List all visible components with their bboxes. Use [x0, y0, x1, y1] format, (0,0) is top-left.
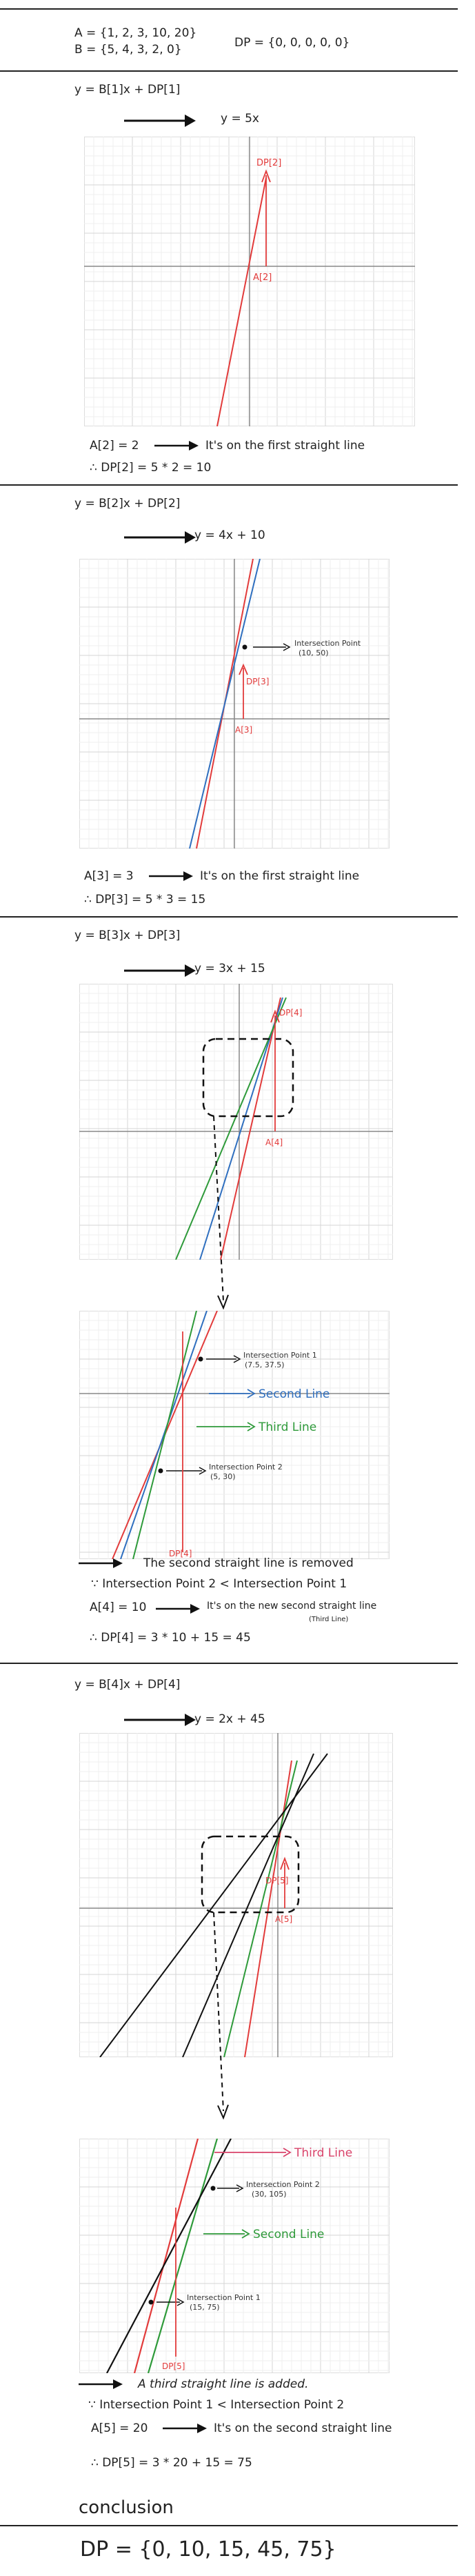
step3-second-line-label: Second Line: [259, 1387, 330, 1401]
step2-line-equation: y = 4x + 10: [194, 528, 265, 542]
step4-line-4: [99, 1753, 328, 2057]
step2-a-label: A[3]: [235, 725, 252, 735]
step4-added-arrow: [79, 2379, 123, 2389]
step3-dp-label: DP[4]: [279, 1008, 302, 1018]
section-rule: [0, 916, 458, 918]
step4-zoom-box: [201, 1835, 300, 1914]
step4-ip1-label: Intersection Point 1: [187, 2293, 261, 2302]
step2-intersection-label: Intersection Point: [294, 639, 361, 648]
step4-ip1-coords: (15, 75): [190, 2303, 220, 2312]
dp-initial: DP = {0, 0, 0, 0, 0}: [234, 36, 350, 50]
step4-zoom-graph: Intersection Point 2 (30, 105) Intersect…: [79, 2139, 390, 2373]
section-rule: [0, 484, 458, 486]
array-b-definition: B = {5, 4, 3, 2, 0}: [74, 43, 182, 57]
conclusion-rule: [0, 2525, 458, 2526]
step2-note-b: It's on the first straight line: [200, 869, 360, 883]
step1-a-label: A[2]: [253, 273, 272, 283]
step3-ip2-label: Intersection Point 2: [209, 1463, 283, 1472]
step3-zoom-graph: Intersection Point 1 (7.5, 37.5) Interse…: [79, 1311, 390, 1559]
step3-ip1-label: Intersection Point 1: [243, 1351, 317, 1360]
step1-note-b: It's on the first straight line: [205, 439, 365, 453]
step3-note-c: (Third Line): [309, 1616, 349, 1623]
step4-zoom-connector: [213, 1912, 229, 2120]
step2-line-2: [189, 559, 261, 849]
step3-line-3: [175, 997, 287, 1260]
step4-ip2-label: Intersection Point 2: [246, 2180, 320, 2189]
step4-a-label: A[5]: [275, 1914, 292, 1924]
step3-removed-arrow: [79, 1558, 123, 1568]
step2-graph: Intersection Point (10, 50) DP[3] A[3]: [79, 559, 390, 849]
step4-line-equation: y = 2x + 45: [194, 1712, 265, 1726]
step4-note-a: A[5] = 20: [91, 2421, 148, 2435]
step4-third-line-label: Third Line: [294, 2146, 352, 2160]
step4-zoom-line-3: [106, 2139, 232, 2373]
step3-line-equation: y = 3x + 15: [194, 962, 265, 975]
step1-formula: y = B[1]x + DP[1]: [74, 83, 181, 97]
step2-formula: y = B[2]x + DP[2]: [74, 497, 181, 511]
step4-dp-label: DP[5]: [265, 1876, 288, 1885]
step4-ip2-dot: [210, 2186, 216, 2191]
step1-dp-label: DP[2]: [256, 158, 281, 168]
step3-ip2-dot: [158, 1468, 163, 1474]
step4-graph: DP[5] A[5]: [79, 1733, 393, 2057]
step2-intersection-dot: [242, 644, 247, 650]
step3-line-2: [199, 997, 283, 1260]
step3-third-line-label: Third Line: [258, 1420, 316, 1434]
step1-line-equation: y = 5x: [221, 112, 259, 126]
step1-note-arrow: [154, 441, 199, 450]
step4-zoom-line-2: [147, 2139, 219, 2373]
step4-ip2-coords: (30, 105): [252, 2190, 287, 2199]
step4-zoom-line-1: [133, 2139, 199, 2373]
step3-note-b: It's on the new second straight line: [207, 1601, 377, 1612]
step3-note-a: A[4] = 10: [90, 1601, 147, 1614]
step3-result: ∴ DP[4] = 3 * 10 + 15 = 45: [90, 1631, 251, 1645]
step4-note-arrow: [163, 2424, 207, 2433]
step3-a-label: A[4]: [265, 1138, 283, 1147]
step2-arrow: [124, 531, 196, 544]
step4-added-text: A third straight line is added.: [138, 2377, 309, 2391]
step2-dp-label: DP[3]: [246, 677, 269, 686]
step4-arrow: [124, 1714, 196, 1726]
top-rule: [0, 8, 458, 10]
array-a-definition: A = {1, 2, 3, 10, 20}: [74, 26, 197, 40]
step2-note-a: A[3] = 3: [84, 869, 134, 883]
step3-graph: DP[4] A[4]: [79, 984, 393, 1260]
step4-note-b: It's on the second straight line: [214, 2421, 392, 2435]
step2-note-arrow: [149, 871, 193, 881]
step1-graph: DP[2] A[2]: [84, 137, 415, 426]
step3-note-arrow: [156, 1604, 200, 1614]
step3-arrow: [124, 964, 196, 977]
section-rule: [0, 70, 458, 72]
step3-zoom-line-3: [132, 1311, 197, 1559]
step3-ip1-coords: (7.5, 37.5): [245, 1360, 285, 1369]
step4-second-line-label: Second Line: [253, 2228, 324, 2241]
step3-because: ∵ Intersection Point 2 < Intersection Po…: [91, 1577, 347, 1591]
step4-formula: y = B[4]x + DP[4]: [74, 1678, 181, 1692]
conclusion-result: DP = {0, 10, 15, 45, 75}: [80, 2537, 336, 2562]
step3-zoom-dp-label: DP[4]: [169, 1549, 192, 1558]
step4-result: ∴ DP[5] = 3 * 20 + 15 = 75: [91, 2456, 252, 2470]
step3-removed-text: The second straight line is removed: [143, 1556, 354, 1570]
step3-zoom-line-2: [120, 1311, 208, 1559]
step2-intersection-coords: (10, 50): [299, 648, 329, 657]
step1-note-a: A[2] = 2: [90, 439, 139, 453]
step4-ip1-dot: [148, 2299, 154, 2305]
step3-zoom-connector: [213, 1116, 229, 1310]
step1-line-1: [216, 177, 267, 426]
section-rule: [0, 1663, 458, 1664]
step2-result: ∴ DP[3] = 5 * 3 = 15: [84, 893, 206, 906]
step3-ip2-coords: (5, 30): [210, 1472, 236, 1481]
step3-ip1-dot: [198, 1356, 203, 1362]
step4-line-1: [244, 1760, 292, 2057]
step1-result: ∴ DP[2] = 5 * 2 = 10: [90, 461, 212, 475]
step4-zoom-dp-label: DP[5]: [162, 2361, 185, 2371]
step4-because: ∵ Intersection Point 1 < Intersection Po…: [88, 2398, 345, 2412]
step1-arrow: [124, 115, 196, 127]
step3-line-1: [220, 997, 281, 1260]
step3-zoom-box: [202, 1038, 294, 1118]
step3-formula: y = B[3]x + DP[3]: [74, 929, 181, 942]
conclusion-title: conclusion: [79, 2497, 174, 2518]
step4-line-3: [182, 1753, 314, 2057]
